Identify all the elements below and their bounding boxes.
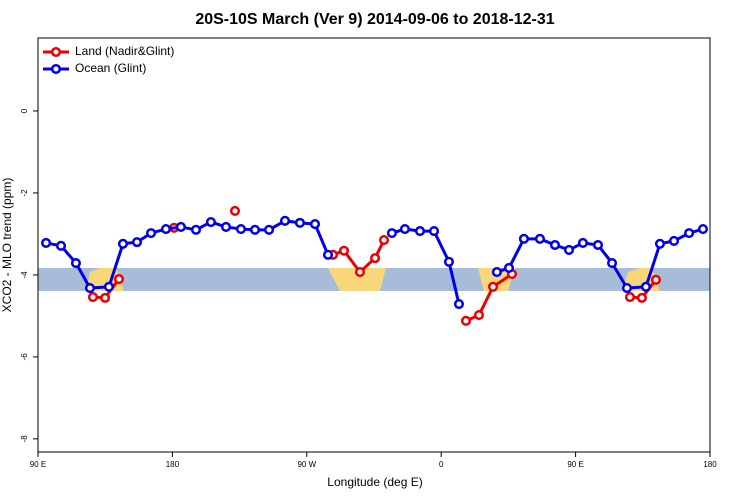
- data-point: [103, 281, 114, 292]
- data-point: [621, 282, 633, 294]
- legend-marker: [50, 63, 62, 75]
- data-point: [549, 239, 561, 251]
- data-point: [640, 281, 651, 292]
- y-tick-label: -8: [20, 435, 29, 443]
- y-tick-label: -2: [20, 189, 29, 197]
- data-point: [175, 221, 186, 233]
- data-point: [117, 238, 129, 249]
- data-point: [684, 228, 695, 239]
- data-point: [378, 235, 390, 246]
- data-point: [41, 237, 52, 249]
- data-point: [534, 233, 545, 244]
- data-point: [592, 239, 604, 251]
- y-tick-label: -6: [20, 353, 29, 361]
- x-tick-label: 0: [439, 460, 444, 469]
- y-axis-label: XCO2 - MLO trend (ppm): [0, 178, 14, 313]
- data-point: [263, 224, 275, 235]
- data-point: [414, 226, 426, 237]
- data-point: [697, 223, 709, 235]
- legend-marker: [50, 46, 62, 58]
- data-point: [235, 223, 246, 235]
- data-point: [354, 267, 366, 278]
- data-point: [113, 273, 124, 285]
- data-point: [100, 292, 111, 303]
- data-point: [369, 253, 381, 264]
- land-patch: [328, 268, 386, 291]
- data-point: [55, 240, 67, 251]
- data-point: [294, 217, 305, 228]
- data-point: [249, 224, 261, 235]
- data-point: [624, 292, 636, 303]
- data-point: [606, 257, 618, 269]
- data-point: [577, 237, 588, 249]
- data-point: [279, 215, 291, 226]
- x-tick-label: 90 W: [297, 460, 316, 469]
- data-point: [338, 245, 350, 256]
- data-point: [668, 235, 680, 246]
- y-tick-label: 0: [20, 108, 29, 113]
- data-point: [190, 224, 202, 235]
- data-point: [443, 256, 455, 267]
- data-point: [428, 226, 440, 237]
- x-tick-label: 180: [703, 460, 717, 469]
- data-point: [650, 274, 661, 285]
- data-point: [453, 298, 465, 310]
- series-line: [465, 272, 513, 323]
- data-point: [473, 310, 485, 321]
- land-patch: [478, 268, 515, 291]
- chart-title: 20S-10S March (Ver 9) 2014-09-06 to 2018…: [195, 11, 554, 28]
- plot-frame: [37, 37, 711, 453]
- legend-label: Land (Nadir&Glint): [75, 44, 174, 58]
- data-point: [654, 238, 666, 249]
- data-point: [70, 257, 81, 269]
- data-point: [386, 228, 397, 239]
- data-point: [399, 223, 410, 235]
- data-point: [487, 281, 499, 292]
- x-tick-label: 90 E: [30, 460, 46, 469]
- data-point: [518, 233, 529, 244]
- y-tick-label: -4: [20, 271, 29, 279]
- x-axis-label: Longitude (deg E): [327, 475, 422, 489]
- legend-label: Ocean (Glint): [75, 61, 146, 75]
- x-tick-label: 180: [166, 460, 180, 469]
- data-point: [205, 216, 216, 228]
- data-point: [309, 219, 321, 230]
- data-point: [131, 237, 143, 248]
- data-point: [160, 223, 172, 235]
- data-point: [563, 244, 575, 255]
- x-tick-label: 90 E: [567, 460, 583, 469]
- data-point: [460, 315, 472, 326]
- data-point: [322, 249, 334, 260]
- data-point: [87, 292, 99, 303]
- data-point: [220, 221, 232, 233]
- data-point: [145, 228, 157, 239]
- land-mask: [38, 268, 710, 291]
- data-point: [229, 205, 241, 217]
- data-point: [84, 282, 96, 294]
- data-point: [491, 267, 502, 278]
- data-point: [503, 262, 515, 274]
- data-point: [636, 292, 647, 303]
